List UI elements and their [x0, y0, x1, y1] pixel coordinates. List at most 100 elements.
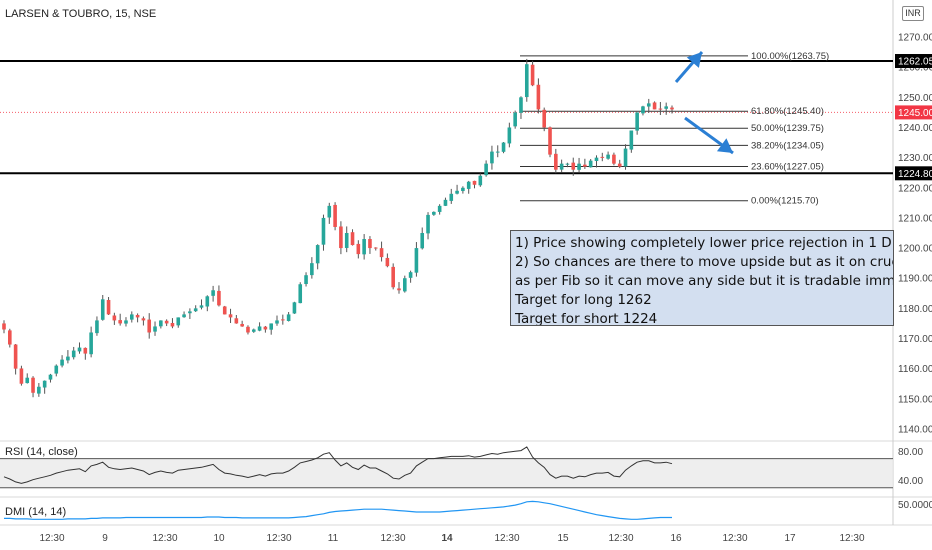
candle [635, 112, 639, 135]
candle [164, 319, 169, 327]
candle [554, 148, 558, 174]
annotation-note[interactable]: 1) Price showing completely lower price … [510, 230, 894, 326]
candle-body [2, 323, 6, 330]
candle-body [379, 248, 384, 258]
candle-body [71, 350, 76, 358]
price-axis[interactable]: 1150.00 1160.00 1170.00 1180.00 1190.00 1200.… [895, 33, 932, 436]
candle [356, 240, 361, 259]
candle-body [612, 154, 616, 164]
candle [612, 152, 616, 166]
candle [664, 102, 668, 115]
candle [403, 275, 407, 293]
candle [658, 101, 663, 116]
annotation-line-5: Target for short 1224 [515, 311, 658, 326]
x-tick-label: 12:30 [722, 533, 747, 544]
fib-level-label: 100.00%(1263.75) [751, 51, 829, 62]
candle-body [461, 187, 465, 192]
candle [571, 157, 576, 176]
candle-body [658, 108, 663, 110]
candle-body [228, 314, 233, 318]
rsi-tick-label: 40.00 [898, 476, 923, 487]
rsi-band [0, 458, 893, 488]
current-price-label: 1245.00 [898, 108, 932, 119]
candle [77, 342, 82, 354]
candle-body [368, 239, 372, 249]
candle [234, 314, 239, 324]
candle [559, 159, 564, 173]
candle-body [449, 193, 454, 201]
candle-body [478, 175, 483, 186]
candle [100, 294, 105, 321]
candle [281, 314, 285, 325]
candle-body [600, 156, 605, 158]
candle-body [269, 323, 273, 330]
y-tick-label: 1260.00 [898, 63, 932, 74]
candle-body [466, 181, 471, 189]
candle [8, 328, 12, 348]
annotation-line-1: 1) Price showing completely lower price … [515, 235, 892, 251]
candlestick-series [2, 58, 674, 398]
candle-body [281, 319, 285, 321]
trend-arrows[interactable] [674, 51, 734, 155]
annotation-line-2: 2) So chances are there to move upside b… [515, 254, 893, 270]
candle-body [304, 275, 308, 285]
candle-body [490, 151, 494, 164]
candle [153, 321, 157, 336]
level-price-label: 1262.05 [898, 57, 932, 68]
candle [13, 344, 18, 375]
y-tick-label: 1170.00 [898, 334, 932, 345]
candle [449, 188, 454, 204]
candle-body [170, 322, 175, 327]
candle-body [652, 102, 657, 110]
candle [321, 214, 326, 251]
candle [478, 173, 483, 187]
candle [542, 107, 547, 132]
candle [228, 308, 233, 324]
candle-body [588, 160, 593, 168]
fibonacci-retracement[interactable]: 100.00%(1263.75) 61.80%(1245.40) 50.00%(12… [520, 51, 829, 207]
candle-body [362, 239, 366, 255]
y-tick-label: 1210.00 [898, 213, 932, 224]
fib-level-label: 23.60%(1227.05) [751, 162, 824, 173]
candle [25, 373, 30, 384]
candle-body [19, 368, 24, 384]
y-tick-label: 1240.00 [898, 123, 932, 134]
fib-level-label: 61.80%(1245.40) [751, 106, 824, 117]
candle-body [112, 315, 117, 321]
level-price-tag [895, 54, 932, 69]
candle [455, 184, 459, 195]
candle [577, 157, 581, 173]
candle-body [298, 284, 303, 304]
candle-body [222, 306, 227, 315]
candle-body [414, 248, 419, 273]
candle-body [542, 109, 547, 128]
candle [397, 282, 401, 294]
currency-badge[interactable]: INR [902, 6, 924, 21]
candle-body [432, 211, 436, 215]
candle [495, 145, 500, 158]
y-tick-label: 1200.00 [898, 244, 932, 255]
candle-body [484, 163, 488, 176]
candle [240, 320, 244, 327]
candle-body [147, 319, 152, 333]
dmi-label: DMI (14, 14) [5, 506, 66, 518]
candle [205, 295, 210, 312]
candle [588, 159, 593, 168]
candle [269, 323, 273, 335]
candle-body [403, 278, 407, 292]
candle [66, 350, 70, 364]
candle-body [37, 386, 41, 394]
candle-body [124, 320, 128, 324]
candle-body [536, 84, 541, 110]
candle-body [524, 64, 529, 98]
y-tick-label: 1250.00 [898, 93, 932, 104]
candle-body [408, 272, 413, 278]
y-tick-label: 1270.00 [898, 33, 932, 44]
candle-body [530, 64, 535, 86]
time-axis[interactable]: 12:30 9 12:30 10 12:30 11 12:30 14 12:30 15 12:30 1… [39, 533, 864, 544]
candle-body [106, 299, 111, 315]
candle-body [83, 347, 88, 354]
x-tick-label: 12:30 [152, 533, 177, 544]
candle-body [246, 326, 250, 333]
